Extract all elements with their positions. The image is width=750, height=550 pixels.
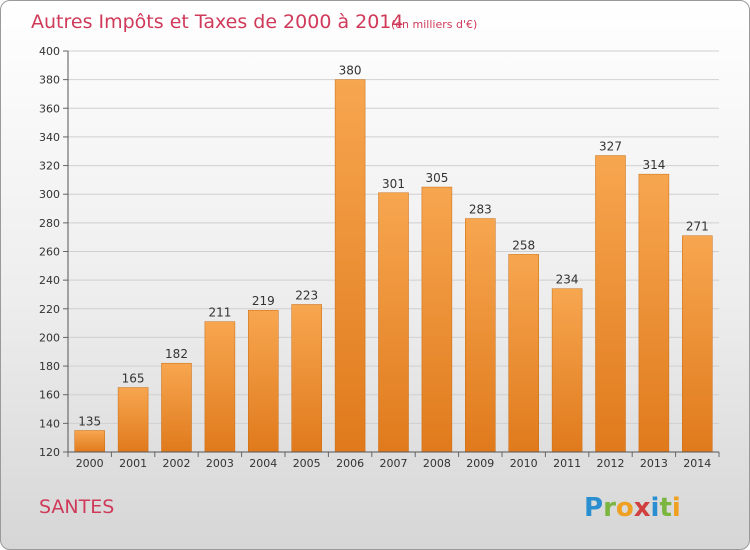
logo-letter: r [603, 493, 616, 523]
y-tick-label: 400 [39, 45, 60, 58]
bar-2000 [74, 430, 105, 453]
x-tick-label: 2014 [683, 457, 711, 470]
logo-letter: i [672, 493, 681, 523]
data-label: 182 [165, 347, 188, 361]
bar-2004 [248, 309, 279, 453]
logo-letter: P [584, 493, 603, 523]
y-tick-label: 340 [39, 131, 60, 144]
y-tick-label: 200 [39, 331, 60, 344]
y-tick-label: 220 [39, 303, 60, 316]
data-label: 301 [382, 177, 405, 191]
x-tick-label: 2011 [553, 457, 581, 470]
x-tick-label: 2013 [640, 457, 668, 470]
bars [74, 79, 713, 453]
bar-2008 [421, 186, 453, 453]
x-tick-label: 2012 [597, 457, 625, 470]
y-tick-label: 180 [39, 360, 60, 373]
data-label: 165 [122, 372, 145, 386]
chart-title: Autres Impôts et Taxes de 2000 à 2014 [31, 11, 404, 33]
data-label: 380 [339, 64, 362, 78]
x-axis-ticks: 2000 2001 2002 2003 2004 2005 2006 2007 2008 2009… [67, 452, 720, 470]
x-tick-label: 2008 [423, 457, 451, 470]
data-label: 314 [642, 158, 665, 172]
data-label: 223 [295, 288, 318, 302]
y-tick-label: 380 [39, 74, 60, 87]
x-tick-label: 2009 [466, 457, 494, 470]
y-tick-label: 160 [39, 389, 60, 402]
data-label: 327 [599, 140, 622, 154]
y-tick-label: 280 [39, 217, 60, 230]
data-label: 135 [78, 415, 101, 429]
data-label: 219 [252, 294, 275, 308]
data-label: 211 [208, 306, 231, 320]
bar-2001 [117, 387, 149, 453]
data-label: 271 [686, 220, 709, 234]
data-label: 234 [556, 273, 579, 287]
x-tick-label: 2002 [163, 457, 191, 470]
y-axis-ticks: 120 140 160 180 200 220 240 260 280 300 320 340 360 3… [39, 45, 68, 459]
bar-2011 [551, 288, 583, 453]
bar-2014 [682, 235, 713, 453]
bar-2006 [334, 79, 366, 453]
bar-2007 [378, 192, 409, 453]
data-labels: 135 165 182 211 219 223 380 301 305 283 258 234 327 3… [78, 64, 709, 429]
y-tick-label: 260 [39, 246, 60, 259]
bar-2013 [638, 173, 670, 453]
x-tick-label: 2010 [510, 457, 538, 470]
bar-2002 [161, 362, 192, 453]
y-tick-label: 300 [39, 188, 60, 201]
chart-subtitle: (en milliers d'€) [391, 18, 477, 31]
proxiti-logo: Proxiti [584, 493, 681, 523]
x-tick-label: 2006 [336, 457, 364, 470]
logo-letter: i [651, 493, 660, 523]
x-tick-label: 2003 [206, 457, 234, 470]
bar-2010 [508, 254, 539, 453]
logo-letter: x [634, 493, 651, 523]
x-tick-label: 2007 [380, 457, 408, 470]
chart-title-group: Autres Impôts et Taxes de 2000 à 2014 (e… [31, 11, 477, 33]
bar-2009 [465, 218, 496, 453]
y-tick-label: 360 [39, 102, 60, 115]
logo-letter: t [659, 493, 671, 523]
bar-2003 [204, 321, 236, 453]
y-tick-label: 140 [39, 417, 60, 430]
x-tick-label: 2005 [293, 457, 321, 470]
y-tick-label: 320 [39, 160, 60, 173]
data-label: 305 [425, 171, 448, 185]
x-tick-label: 2001 [119, 457, 147, 470]
bar-2005 [291, 304, 322, 453]
y-tick-label: 240 [39, 274, 60, 287]
place-name: SANTES [39, 496, 114, 518]
x-tick-label: 2000 [76, 457, 104, 470]
logo-letter: o [616, 493, 634, 523]
data-label: 258 [512, 238, 535, 252]
x-tick-label: 2004 [249, 457, 277, 470]
y-tick-label: 120 [39, 446, 60, 459]
bar-2012 [595, 155, 626, 453]
data-label: 283 [469, 203, 492, 217]
